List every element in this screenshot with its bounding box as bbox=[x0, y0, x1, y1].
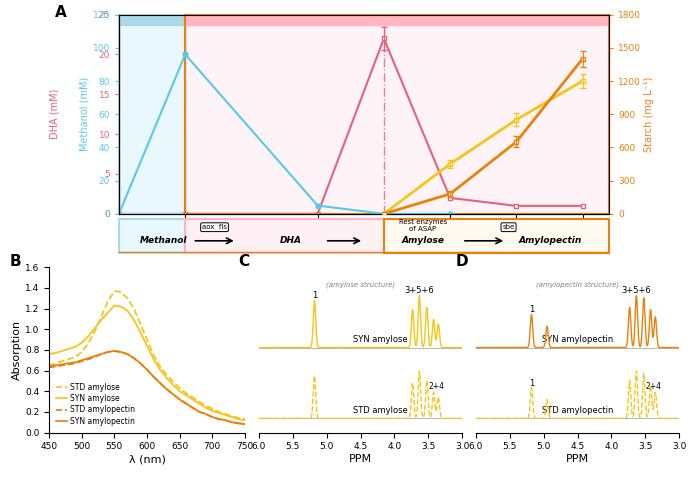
Bar bbox=[186, 219, 384, 253]
Y-axis label: DHA (mM): DHA (mM) bbox=[50, 89, 60, 139]
Text: SYN amylopectin: SYN amylopectin bbox=[542, 335, 613, 344]
Text: STD amylopectin: STD amylopectin bbox=[542, 406, 613, 415]
Text: Amylose: Amylose bbox=[401, 236, 444, 245]
Bar bbox=[119, 219, 186, 253]
X-axis label: PPM: PPM bbox=[566, 454, 589, 464]
Bar bbox=[186, 15, 609, 25]
Text: B: B bbox=[10, 254, 22, 269]
Legend: STD amylose, SYN amylose, STD amylopectin, SYN amylopectin: STD amylose, SYN amylose, STD amylopecti… bbox=[52, 380, 139, 429]
Bar bbox=[384, 219, 609, 253]
Bar bbox=[186, 15, 609, 214]
Text: 2+4: 2+4 bbox=[428, 382, 444, 391]
Y-axis label: Methanol (mM): Methanol (mM) bbox=[80, 77, 90, 151]
Text: A: A bbox=[55, 5, 67, 19]
X-axis label: λ (nm): λ (nm) bbox=[129, 454, 165, 464]
Text: Methanol: Methanol bbox=[139, 236, 187, 245]
Text: sbe: sbe bbox=[503, 224, 514, 230]
Text: STD amylose: STD amylose bbox=[354, 406, 408, 415]
Text: 1: 1 bbox=[529, 379, 534, 388]
Text: DHA: DHA bbox=[279, 236, 302, 245]
Y-axis label: Starch (mg L⁻¹): Starch (mg L⁻¹) bbox=[644, 76, 654, 152]
Text: 1: 1 bbox=[529, 305, 534, 314]
Text: Rest enzymes
of ASAP: Rest enzymes of ASAP bbox=[398, 219, 447, 232]
Bar bbox=[119, 15, 186, 25]
Text: 3+5+6: 3+5+6 bbox=[622, 286, 651, 295]
Text: (amylopectin structure): (amylopectin structure) bbox=[536, 281, 619, 288]
Text: 2+4: 2+4 bbox=[645, 382, 661, 391]
Text: 1: 1 bbox=[312, 291, 317, 300]
Text: 3+5+6: 3+5+6 bbox=[405, 286, 434, 295]
Text: Amylopectin: Amylopectin bbox=[519, 236, 582, 245]
Text: D: D bbox=[456, 254, 468, 269]
Bar bbox=[119, 15, 186, 214]
Text: (amylose structure): (amylose structure) bbox=[326, 281, 395, 288]
Y-axis label: Absorption: Absorption bbox=[12, 320, 22, 380]
X-axis label: PPM: PPM bbox=[349, 454, 372, 464]
Text: C: C bbox=[239, 254, 250, 269]
Text: aox  fls: aox fls bbox=[202, 224, 227, 230]
Text: SYN amylose: SYN amylose bbox=[354, 335, 408, 344]
